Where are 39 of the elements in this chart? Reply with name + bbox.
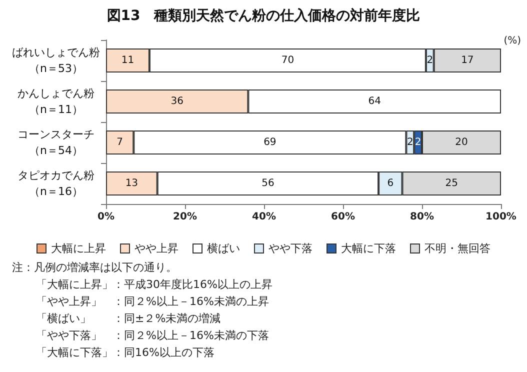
x-tick-label: 100%: [486, 212, 516, 222]
legend-label: やや上昇: [134, 242, 178, 255]
x-tick-label: 80%: [410, 212, 434, 222]
x-tick-label: 40%: [252, 212, 276, 222]
data-label: 13: [125, 178, 138, 189]
text: 「横ばい」 ：同±２%未満の増減: [36, 312, 221, 325]
data-label: 11: [121, 55, 134, 66]
legend-label: 不明・無回答: [424, 242, 490, 255]
x-tick-label: 0%: [98, 212, 114, 222]
y-tick-label: タピオカでん粉（n＝16）: [18, 169, 94, 198]
x-tick-label: 20%: [173, 212, 197, 222]
chart-title: 図13 種類別天然でん粉の仕入価格の対前年度比: [106, 7, 420, 24]
text: 注：凡例の増減率は以下の通り。: [12, 261, 177, 274]
data-label: 69: [264, 137, 276, 148]
text: (%): [504, 36, 522, 46]
text: 「大幅に上昇」：平成30年度比16%以上の上昇: [36, 278, 272, 291]
y-tick-label: ばれいしょでん粉（n＝53）: [12, 46, 100, 75]
text: 「やや下落」 ：同２%以上－16%未満の下落: [36, 329, 269, 342]
legend-label: やや下落: [268, 242, 312, 255]
data-label: 64: [368, 96, 381, 107]
text: 「やや上昇」 ：同２%以上－16%未満の上昇: [36, 295, 269, 308]
data-label: 6: [387, 178, 394, 189]
legend-label: 横ばい: [207, 242, 240, 255]
data-label: 20: [455, 137, 468, 148]
x-tick-label: 60%: [331, 212, 355, 222]
text: 「大幅に下落」：同16%以上の下落: [36, 346, 214, 359]
data-label: 56: [262, 178, 274, 189]
data-label: 70: [281, 55, 294, 66]
data-label: 2: [406, 137, 414, 148]
data-label: 36: [170, 96, 184, 107]
data-label: 2: [414, 137, 422, 148]
y-tick-label: コーンスターチ（n＝54）: [18, 128, 94, 157]
data-label: 17: [461, 55, 474, 66]
data-label: 2: [426, 55, 434, 66]
data-label: 7: [116, 137, 124, 148]
legend-label: 大幅に下落: [341, 242, 396, 255]
legend-label: 大幅に上昇: [51, 242, 106, 255]
y-tick-label: かんしょでん粉（n＝11）: [18, 87, 94, 116]
data-label: 25: [445, 178, 458, 189]
